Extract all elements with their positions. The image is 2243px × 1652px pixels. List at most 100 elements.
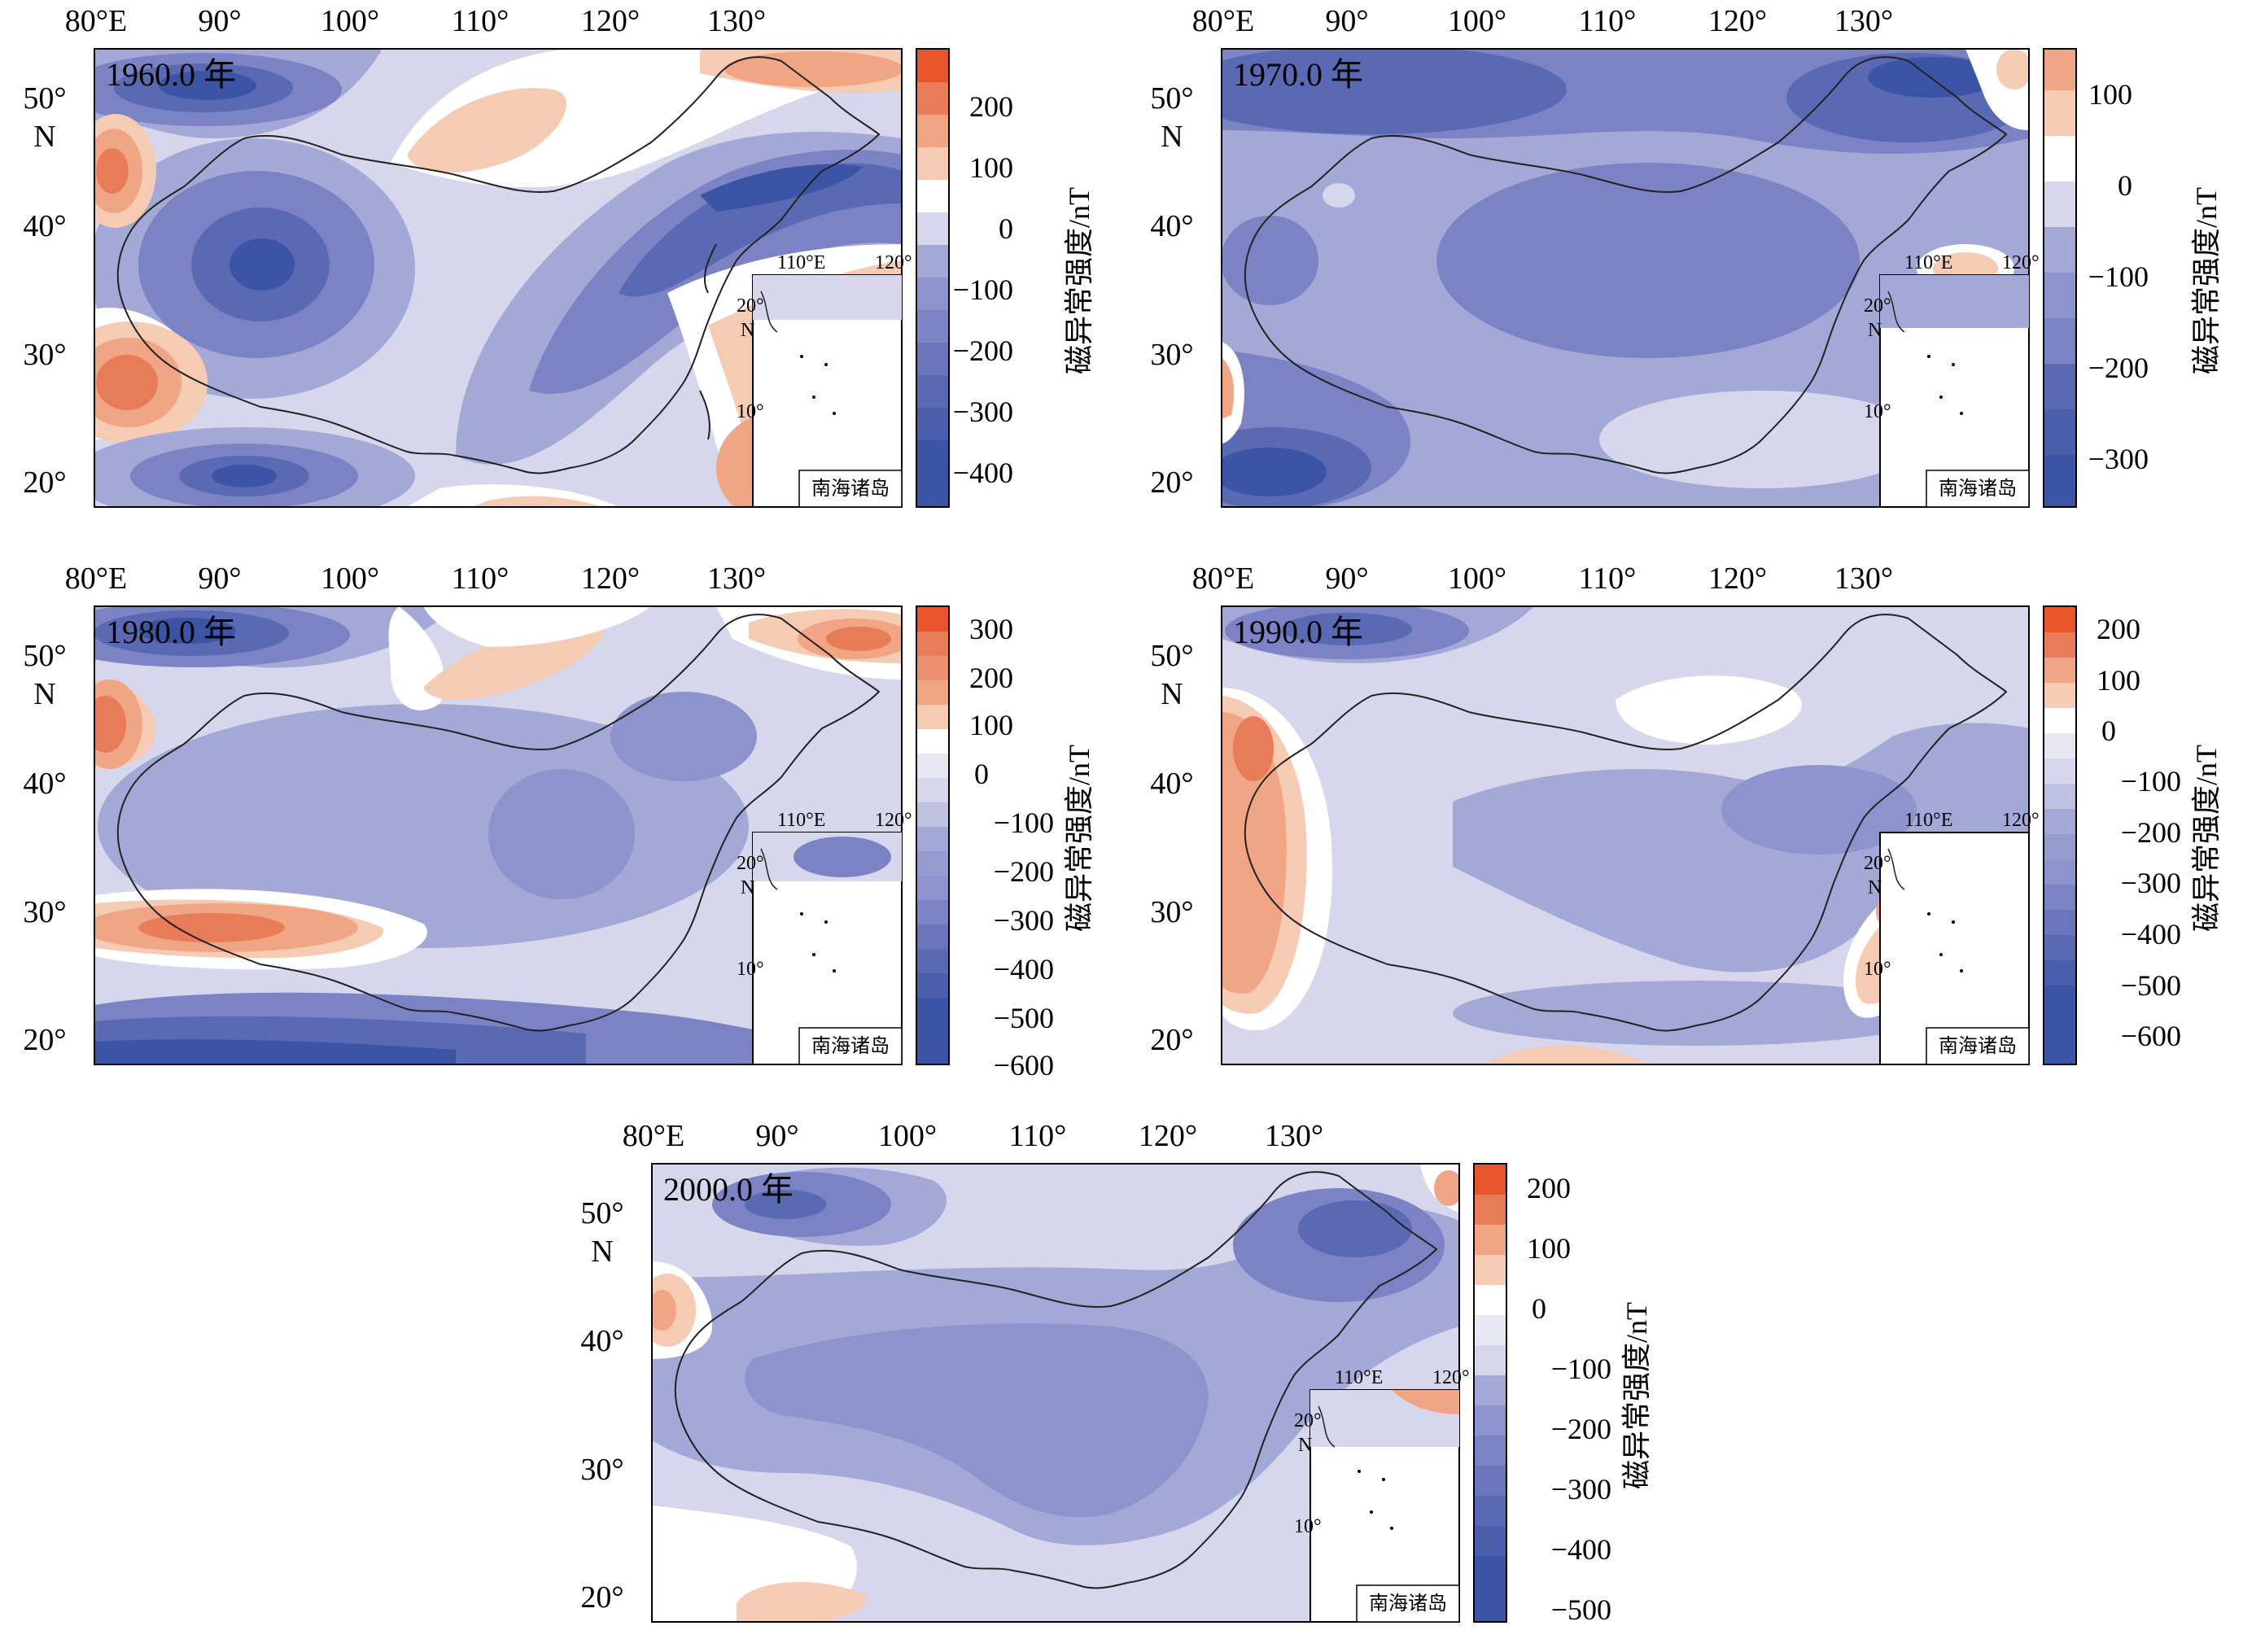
lon-label-110: 110°	[1579, 4, 1637, 38]
inset-lon-110: 110°E	[1904, 252, 1952, 273]
colorbar-tick-6: −300	[994, 904, 1054, 937]
inset-lat-10: 10°	[737, 959, 764, 980]
china-outline-1960	[116, 56, 881, 474]
colorbar-tick-8: −600	[2121, 1020, 2181, 1052]
colorbar-tick-1: 100	[969, 151, 1013, 184]
map-figure-1990: 80°E 90° 100° 110° 120° 130° 50° N 40° 3…	[1150, 562, 2223, 1065]
colorbar-tick-2: 0	[1532, 1292, 1546, 1325]
lon-label-120: 120°	[1708, 562, 1767, 596]
colorbar-tick-5: −300	[1551, 1473, 1611, 1506]
contour-field-1980	[94, 606, 902, 1064]
year-label: 1990.0 年	[1233, 614, 1363, 650]
colorbar-tick-5: −200	[994, 855, 1054, 888]
lat-label-n: N	[591, 1235, 613, 1269]
map-figure-1970: 80°E 90° 100° 110° 120° 130° 50° N 40° 3…	[1150, 4, 2223, 508]
colorbar-tick-4: −100	[994, 806, 1054, 839]
lon-label-120: 120°	[1139, 1119, 1197, 1153]
inset-lon-110: 110°E	[1335, 1367, 1383, 1388]
colorbar-tick-6: −400	[2121, 918, 2181, 951]
lon-label-110: 110°	[1579, 562, 1637, 596]
lon-label-100: 100°	[1448, 4, 1506, 38]
colorbar-1990: 200 100 0 −100 −200 −300 −400 −500 −600 …	[2043, 605, 2223, 1065]
colorbar-tick-3: −200	[2088, 352, 2149, 384]
inset-south-china-sea-1970: 110°E 120° 20° N 10° 南海诸岛	[1864, 252, 2040, 508]
year-label: 1960.0 年	[106, 56, 236, 93]
inset-lat-n: N	[741, 877, 754, 898]
inset-lon-120: 120°	[1432, 1367, 1470, 1388]
colorbar-tick-5: −300	[953, 396, 1013, 428]
map-panel-2000: 80°E 90° 100° 110° 120° 130° 50° N 40° 3…	[557, 1115, 1681, 1652]
lat-label-n: N	[33, 677, 55, 711]
china-outline-1980	[116, 614, 881, 1032]
year-label: 1970.0 年	[1233, 56, 1363, 93]
lat-label-50: 50°	[580, 1196, 623, 1230]
inset-lat-20: 20°	[1294, 1410, 1322, 1431]
map-panel-1990: 80°E 90° 100° 110° 120° 130° 50° N 40° 3…	[1127, 557, 2243, 1095]
lon-label-100: 100°	[1448, 562, 1506, 596]
lon-label-120: 120°	[1708, 4, 1767, 38]
year-label: 1980.0 年	[106, 614, 236, 650]
lon-label-100: 100°	[321, 562, 379, 596]
inset-label: 南海诸岛	[1369, 1593, 1447, 1615]
inset-lat-n: N	[1868, 877, 1882, 898]
lon-label-80: 80°E	[1192, 562, 1254, 596]
colorbar-tick-2: 0	[999, 212, 1013, 245]
inset-lat-n: N	[741, 320, 754, 341]
inset-lat-10: 10°	[1864, 959, 1891, 980]
lon-label-130: 130°	[1834, 4, 1893, 38]
lon-label-130: 130°	[1265, 1119, 1323, 1153]
china-outline-1990	[1244, 614, 2008, 1032]
colorbar-tick-1: 200	[969, 662, 1013, 694]
colorbar-tick-2: −100	[2088, 260, 2149, 293]
colorbar-2000: 200 100 0 −100 −200 −300 −400 −500 磁异常强度…	[1473, 1163, 1653, 1626]
lon-label-90: 90°	[1325, 562, 1368, 596]
year-label: 2000.0 年	[663, 1171, 794, 1208]
lon-label-110: 110°	[452, 562, 509, 596]
lat-label-30: 30°	[1150, 895, 1193, 929]
lat-label-50: 50°	[1150, 639, 1193, 673]
map-panel-1970: 80°E 90° 100° 110° 120° 130° 50° N 40° 3…	[1127, 0, 2243, 537]
lat-label-50: 50°	[1150, 81, 1193, 116]
lat-label-30: 30°	[23, 895, 66, 929]
map-figure-2000: 80°E 90° 100° 110° 120° 130° 50° N 40° 3…	[580, 1119, 1653, 1626]
inset-lat-20: 20°	[737, 295, 764, 317]
lon-label-100: 100°	[878, 1119, 937, 1153]
lat-label-30: 30°	[1150, 338, 1193, 372]
inset-lat-10: 10°	[1294, 1516, 1322, 1537]
inset-label: 南海诸岛	[1939, 478, 2017, 500]
colorbar-tick-0: 300	[969, 613, 1013, 645]
inset-south-china-sea-1980: 110°E 120° 20° N 10° 南海诸岛	[737, 810, 912, 1065]
inset-lon-120: 120°	[875, 810, 912, 831]
map-figure-1960: 80°E 90° 100° 110° 120° 130° 50° N 40° 3…	[23, 4, 1095, 508]
contour-field-1960	[94, 49, 902, 507]
lon-label-120: 120°	[581, 4, 640, 38]
lat-label-20: 20°	[1150, 465, 1193, 500]
inset-lon-110: 110°E	[777, 810, 825, 831]
lon-label-100: 100°	[321, 4, 379, 38]
colorbar-title: 磁异常强度/nT	[2190, 745, 2223, 932]
map-figure-1980: 80°E 90° 100° 110° 120° 130° 50° N 40° 3…	[23, 562, 1095, 1082]
colorbar-1970: 100 0 −100 −200 −300 磁异常强度/nT	[2043, 48, 2223, 508]
colorbar-tick-6: −400	[1551, 1533, 1611, 1566]
lat-label-n: N	[1161, 677, 1183, 711]
inset-label: 南海诸岛	[811, 478, 890, 500]
inset-lat-20: 20°	[737, 853, 764, 874]
colorbar-tick-5: −300	[2121, 867, 2181, 899]
lon-label-120: 120°	[581, 562, 640, 596]
colorbar-tick-7: −400	[994, 953, 1054, 986]
china-outline-2000	[674, 1171, 1438, 1589]
colorbar-tick-7: −500	[2121, 969, 2181, 1002]
lon-label-80: 80°E	[1192, 4, 1254, 38]
inset-label: 南海诸岛	[1939, 1035, 2017, 1057]
colorbar-tick-0: 100	[2088, 78, 2132, 111]
inset-south-china-sea-1960: 110°E 120° 20° N 10° 南海诸岛	[737, 252, 912, 508]
lon-label-130: 130°	[707, 562, 766, 596]
inset-lat-10: 10°	[1864, 401, 1891, 422]
lat-label-40: 40°	[23, 209, 66, 243]
colorbar-tick-9: −600	[994, 1049, 1054, 1082]
colorbar-tick-8: −500	[994, 1002, 1054, 1034]
colorbar-tick-2: 100	[969, 709, 1013, 741]
lon-label-90: 90°	[198, 562, 241, 596]
lon-label-90: 90°	[1325, 4, 1368, 38]
inset-lon-120: 120°	[875, 252, 912, 273]
